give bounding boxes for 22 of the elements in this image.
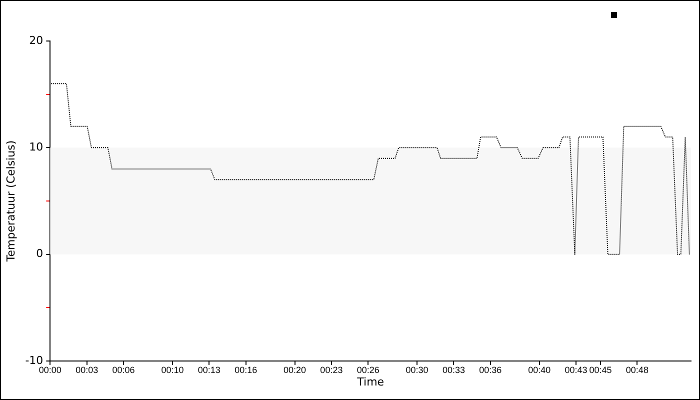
x-tick-label: 00:45 (589, 364, 612, 375)
x-tick-label: 00:30 (406, 364, 428, 375)
x-tick-label: 00:33 (442, 364, 466, 375)
y-axis-title: Temperatuur (Celsius) (4, 140, 18, 263)
x-tick-label: 00:43 (564, 364, 588, 375)
x-tick-label: 00:23 (320, 364, 343, 375)
x-tick-label: 00:06 (112, 364, 135, 375)
x-tick-label: 00:16 (234, 364, 258, 375)
x-axis-title: Time (356, 375, 384, 388)
y-tick-label: 10 (29, 140, 44, 154)
x-tick-label: 00:13 (198, 364, 220, 375)
x-tick-label: 00:03 (76, 364, 98, 375)
x-tick-label: 00:00 (38, 364, 62, 375)
x-tick-label: 00:26 (356, 364, 380, 375)
x-tick-label: 00:36 (479, 364, 502, 375)
y-tick-label: 0 (36, 247, 44, 260)
y-tick-label: 20 (29, 34, 44, 47)
x-tick-label: 00:20 (283, 364, 306, 375)
x-tick-label: 00:10 (161, 364, 184, 375)
x-tick-label: 00:40 (528, 364, 551, 375)
y-tick-label: -10 (25, 354, 44, 367)
x-tick-label: 00:48 (626, 364, 648, 375)
